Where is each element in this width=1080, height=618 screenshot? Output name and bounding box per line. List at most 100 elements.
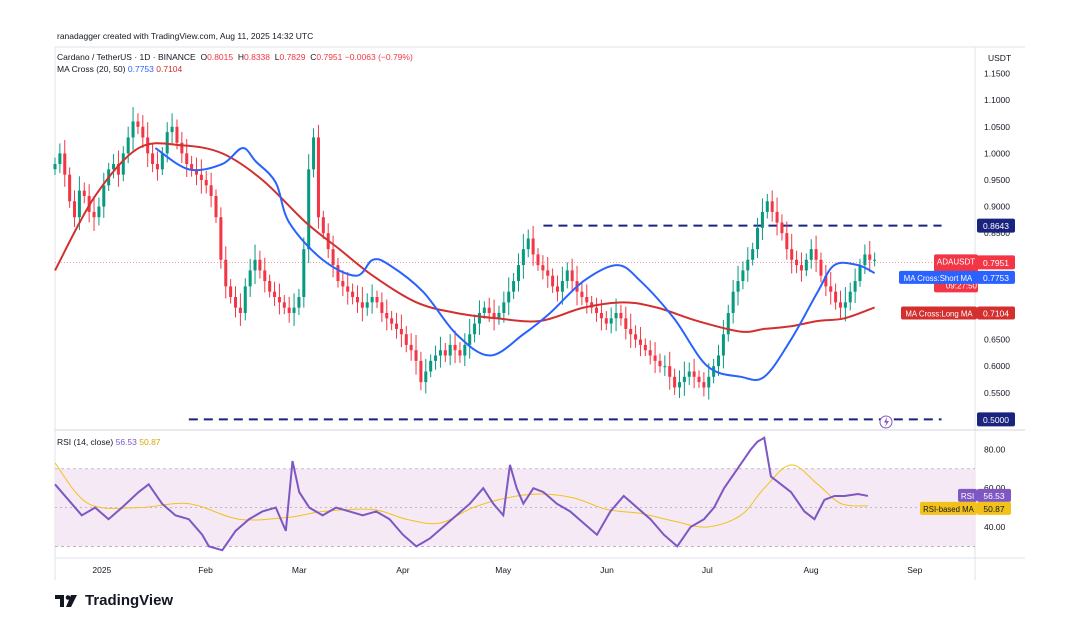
candle bbox=[273, 281, 277, 306]
candle bbox=[736, 265, 740, 306]
currency-label: USDT bbox=[988, 53, 1011, 63]
candle bbox=[370, 284, 374, 314]
candle bbox=[638, 326, 642, 357]
candle bbox=[160, 147, 164, 176]
bar-countdown: 09:27:50 bbox=[946, 281, 978, 290]
candle bbox=[258, 250, 262, 279]
candle bbox=[653, 342, 657, 373]
candle bbox=[516, 253, 520, 292]
candle bbox=[312, 128, 316, 178]
candle bbox=[663, 355, 667, 376]
candle bbox=[463, 333, 467, 367]
ma-short-value: 0.7753 bbox=[127, 64, 154, 74]
ma-short-name: MA Cross:Short MA bbox=[904, 274, 973, 283]
rsi-tick-label: 60.00 bbox=[984, 483, 1006, 493]
candle bbox=[68, 167, 72, 208]
candle bbox=[765, 193, 769, 219]
ohlc-close: C0.7951 bbox=[310, 52, 343, 62]
candle bbox=[346, 272, 350, 305]
candle bbox=[151, 144, 155, 173]
candle bbox=[468, 319, 472, 359]
candle bbox=[453, 330, 457, 364]
candle bbox=[351, 283, 355, 305]
price-tick-label: 0.9000 bbox=[984, 202, 1010, 212]
candle bbox=[136, 113, 140, 135]
rsi-name-tag bbox=[958, 488, 977, 502]
candle bbox=[82, 182, 86, 204]
last-price-value: 0.7951 bbox=[983, 258, 1009, 268]
candle bbox=[165, 122, 169, 163]
candle bbox=[629, 313, 633, 348]
candle bbox=[643, 338, 647, 356]
candle bbox=[238, 293, 242, 326]
ohlc-open: O0.8015 bbox=[200, 52, 234, 62]
candle bbox=[277, 283, 281, 315]
price-tick-label: 0.5500 bbox=[984, 388, 1010, 398]
candle bbox=[497, 305, 501, 325]
time-tick-label: Feb bbox=[198, 565, 213, 575]
candle bbox=[458, 342, 462, 363]
candle bbox=[63, 139, 67, 187]
candle bbox=[234, 286, 238, 318]
last-price-symbol: ADAUSDT bbox=[937, 257, 975, 266]
ma-short-axis-value: 0.7753 bbox=[983, 273, 1009, 283]
candle bbox=[395, 312, 399, 339]
lightning-icon[interactable] bbox=[879, 415, 893, 429]
candle bbox=[477, 300, 481, 335]
candle bbox=[73, 190, 77, 227]
candle bbox=[380, 292, 384, 322]
candle bbox=[112, 154, 116, 179]
candle bbox=[692, 358, 696, 389]
candle bbox=[838, 290, 842, 319]
candle bbox=[790, 233, 794, 274]
candle bbox=[58, 143, 62, 173]
ma-short-axis-tag bbox=[977, 270, 1015, 284]
ohlc-high: H0.8338 bbox=[237, 52, 270, 62]
ohlc-low: L0.7829 bbox=[274, 52, 306, 62]
rsi-ma-axis-tag bbox=[977, 501, 1011, 515]
candle bbox=[546, 256, 550, 288]
rsi-name: RSI bbox=[961, 492, 974, 501]
candle bbox=[170, 113, 174, 145]
rsi-ma-axis-value: 50.87 bbox=[983, 504, 1005, 514]
candle bbox=[804, 253, 808, 277]
ohlc-change: −0.0063 (−0.79%) bbox=[344, 52, 413, 62]
candle bbox=[92, 196, 96, 231]
candle bbox=[609, 307, 613, 334]
ma-long-axis-value: 0.7104 bbox=[983, 308, 1009, 318]
candle bbox=[668, 351, 672, 390]
last-price-axis-tag bbox=[977, 255, 1015, 270]
rsi-value: 56.53 bbox=[115, 437, 137, 447]
time-tick-label: Apr bbox=[396, 565, 409, 575]
candle bbox=[614, 298, 618, 332]
tradingview-logo[interactable]: TradingView bbox=[55, 592, 173, 609]
candle bbox=[307, 154, 311, 263]
candle bbox=[434, 345, 438, 370]
candle bbox=[229, 279, 233, 304]
candle bbox=[551, 268, 555, 293]
candle bbox=[717, 344, 721, 376]
candle bbox=[868, 240, 872, 272]
candle bbox=[102, 172, 106, 218]
candle bbox=[282, 295, 286, 315]
candle bbox=[702, 372, 706, 397]
candle bbox=[482, 301, 486, 319]
candle bbox=[536, 248, 540, 271]
time-tick-label: Aug bbox=[804, 565, 819, 575]
time-tick-label: Mar bbox=[292, 565, 307, 575]
time-tick-label: Jun bbox=[600, 565, 614, 575]
candle bbox=[770, 190, 774, 222]
candle bbox=[829, 272, 833, 305]
candle bbox=[858, 258, 862, 287]
time-tick-label: 2025 bbox=[92, 565, 111, 575]
candle bbox=[302, 237, 306, 308]
candle bbox=[214, 189, 218, 223]
ma-long-name-tag bbox=[901, 306, 977, 320]
candle bbox=[853, 268, 857, 304]
candle bbox=[204, 170, 208, 194]
candle bbox=[677, 370, 681, 398]
time-tick-label: Sep bbox=[907, 565, 922, 575]
candle bbox=[595, 297, 599, 322]
candle bbox=[580, 282, 584, 306]
